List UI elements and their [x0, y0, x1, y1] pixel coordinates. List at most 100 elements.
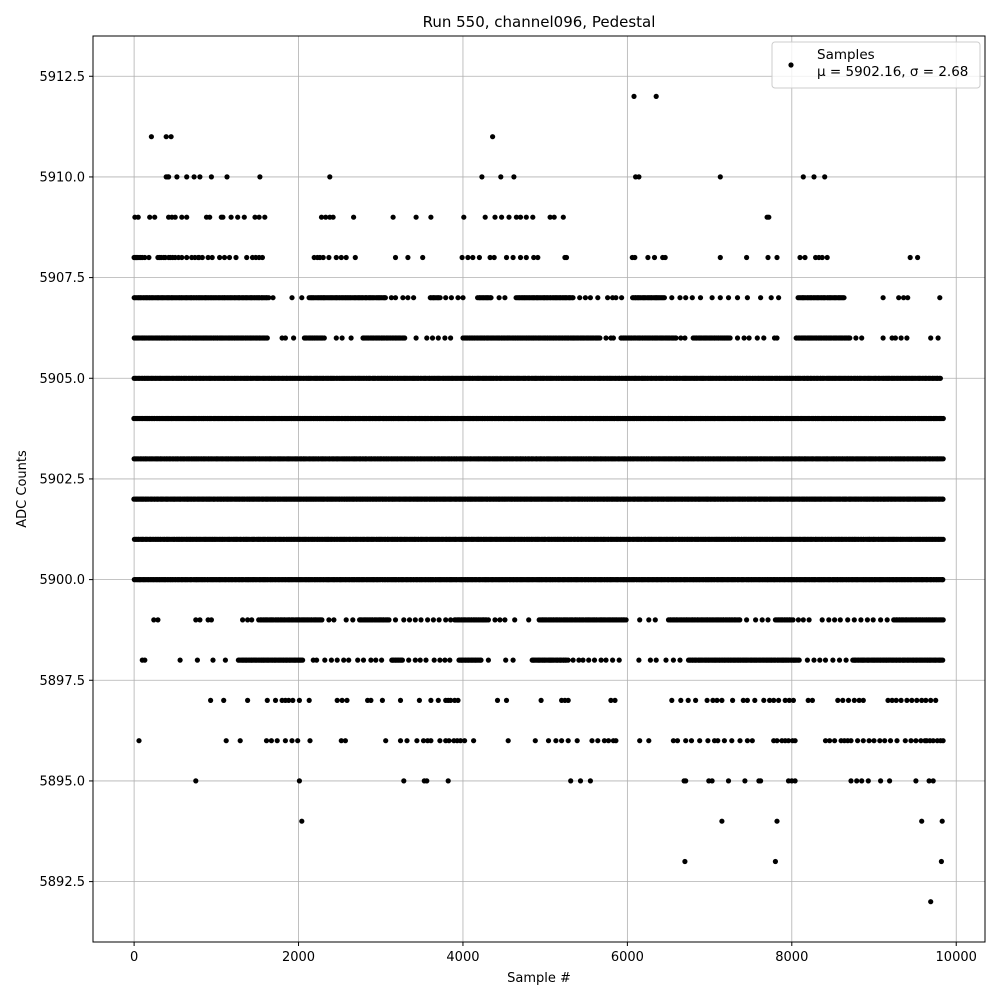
data-point	[577, 295, 583, 301]
data-point	[348, 335, 354, 341]
data-point	[448, 335, 454, 341]
data-point	[405, 254, 411, 261]
data-point	[386, 617, 392, 623]
data-point	[619, 295, 625, 301]
data-point	[880, 335, 886, 341]
data-point	[351, 214, 357, 220]
data-point	[613, 295, 619, 301]
data-point	[179, 214, 185, 220]
data-point	[582, 295, 589, 301]
data-point	[352, 254, 358, 261]
data-point	[496, 295, 502, 301]
data-point	[443, 295, 449, 301]
data-point	[282, 335, 288, 341]
data-point	[499, 214, 505, 220]
data-point	[859, 335, 865, 341]
data-point	[338, 254, 344, 261]
data-point	[428, 214, 434, 220]
data-point	[754, 335, 760, 341]
data-point	[168, 134, 174, 140]
data-point	[677, 295, 683, 301]
data-point	[901, 295, 907, 301]
data-point	[259, 254, 265, 261]
data-point	[717, 295, 723, 301]
data-point	[741, 335, 747, 341]
data-point	[746, 335, 752, 341]
data-point	[392, 295, 399, 301]
data-point	[319, 617, 325, 623]
data-point	[683, 295, 689, 301]
data-point	[531, 254, 537, 261]
data-point	[392, 254, 399, 261]
data-point	[662, 254, 668, 261]
data-point	[678, 335, 684, 341]
data-point	[343, 254, 349, 261]
data-point	[697, 295, 704, 301]
data-point	[632, 254, 638, 261]
data-point	[776, 295, 782, 301]
data-point	[669, 295, 675, 301]
data-point	[437, 295, 443, 301]
data-point	[510, 254, 516, 261]
data-point	[184, 214, 190, 220]
data-point	[915, 254, 921, 261]
data-point	[587, 295, 594, 301]
data-point	[645, 254, 651, 261]
data-point	[898, 335, 904, 341]
data-point	[631, 93, 637, 99]
data-point	[163, 134, 169, 140]
data-point	[661, 295, 668, 301]
data-point	[819, 254, 825, 261]
data-point	[811, 174, 817, 180]
data-point	[605, 295, 611, 301]
data-point	[717, 254, 723, 261]
data-point	[330, 214, 336, 220]
data-point	[142, 254, 148, 261]
data-point	[673, 335, 679, 341]
data-point	[270, 295, 276, 301]
data-point	[146, 254, 152, 261]
data-point	[853, 335, 859, 341]
data-point	[717, 174, 723, 180]
data-point	[135, 214, 141, 220]
data-point	[435, 335, 441, 341]
data-point	[547, 214, 553, 220]
data-point	[184, 254, 190, 261]
data-point	[570, 295, 576, 301]
data-point	[209, 254, 215, 261]
data-point	[744, 254, 750, 261]
data-point	[174, 174, 180, 180]
data-point	[847, 335, 853, 341]
data-point	[482, 214, 488, 220]
data-point	[523, 214, 529, 220]
data-point	[503, 254, 510, 261]
data-point	[905, 295, 911, 301]
data-point	[221, 254, 228, 261]
data-point	[709, 295, 715, 301]
data-point	[333, 335, 339, 341]
data-point	[217, 254, 223, 261]
data-point	[318, 214, 325, 220]
data-point	[689, 295, 695, 301]
data-point	[256, 214, 262, 220]
data-point	[235, 214, 241, 220]
data-point	[653, 93, 659, 99]
data-point	[205, 254, 211, 261]
data-point	[299, 295, 305, 301]
data-point	[476, 254, 482, 261]
data-point	[560, 214, 566, 220]
data-point	[241, 214, 247, 220]
data-point	[907, 254, 913, 261]
data-point	[734, 335, 741, 341]
data-point	[390, 214, 396, 220]
data-point	[460, 295, 466, 301]
data-point	[765, 254, 771, 261]
data-point	[935, 335, 941, 341]
data-point	[207, 214, 213, 220]
data-point	[734, 295, 741, 301]
data-point	[485, 617, 491, 623]
data-point	[405, 295, 411, 301]
data-point	[442, 335, 448, 341]
data-point	[402, 335, 408, 341]
